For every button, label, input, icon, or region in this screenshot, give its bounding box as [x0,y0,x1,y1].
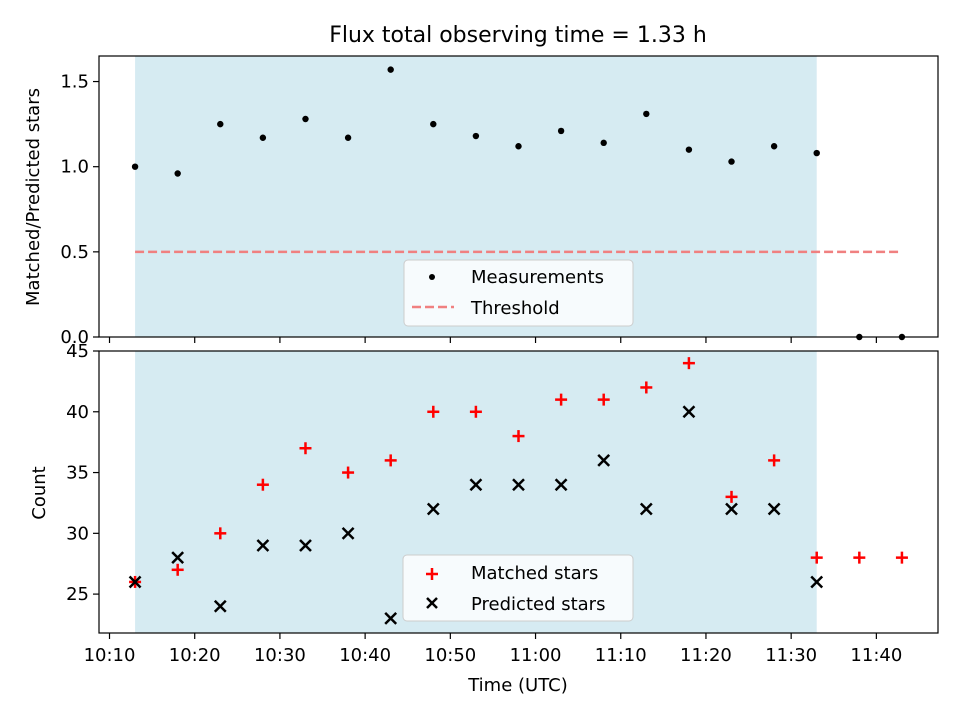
measurement-point [770,143,778,150]
matched-stars-point [682,357,695,370]
count-legend: Matched stars Predicted stars [402,554,634,622]
measurement-point [387,66,394,73]
matched-stars-point [299,442,312,455]
measurement-point [643,110,650,118]
matched-stars-point [171,563,184,576]
x-tick-label: 11:40 [850,645,902,666]
y-tick-label: 30 [66,523,89,544]
matched-legend-marker [426,568,438,580]
matched-stars-point [214,527,227,540]
ratio-legend-box [403,259,634,327]
matched-stars-point [768,454,781,467]
count-legend-entry: Predicted stars [471,594,605,615]
matched-stars-point [725,490,738,503]
x-tick-label: 11:10 [595,645,647,666]
predicted-stars-point [767,502,781,516]
predicted-stars-point [682,405,696,419]
ratio-legend-entry: Threshold [470,298,560,319]
y-tick-label: 0.0 [60,327,89,348]
measurement-point [515,143,522,150]
ratio-legend: Measurements Threshold [403,259,634,327]
predicted-stars-point [384,612,398,625]
count-legend-entry: Matched stars [471,563,598,584]
predicted-stars-point [341,526,355,540]
x-tick-label: 10:40 [339,645,391,666]
matched-stars-point [512,430,525,443]
matched-stars-point [895,551,908,564]
y-tick-label: 40 [66,402,89,423]
y-tick-label: 25 [66,584,89,605]
measurement-point [259,134,267,141]
y-tick-label: 0.5 [60,242,89,263]
measurement-point [728,158,735,165]
matched-stars-point [640,381,653,394]
measurement-point [302,115,309,123]
x-tick-label: 10:50 [424,645,476,666]
predicted-stars-point [213,599,227,613]
measurements-legend-marker [429,274,435,280]
matched-stars-point [597,393,610,406]
y-tick-label: 45 [66,341,89,362]
predicted-stars-point [597,454,611,467]
ratio-plot-frame [98,55,939,338]
matched-stars-point [256,478,269,491]
predicted-stars-point [299,539,312,552]
matched-stars-point [342,466,355,479]
measurement-point [131,163,139,170]
count-panel: 25 30 35 40 45 10:10 10:20 10:30 10:40 10:50 11:0… [29,341,939,696]
ratio-panel: 0.0 0.5 1.0 1.5 Flux total observing time =… [23,23,939,348]
y-tick-label: 1.0 [60,157,89,178]
predicted-stars-point [554,478,568,492]
measurement-point [600,139,607,147]
matched-stars-point [469,405,482,418]
x-tick-label: 10:10 [84,645,136,666]
x-tick-label: 11:00 [510,645,562,666]
measurement-point [813,149,820,157]
predicted-stars-point [426,502,440,516]
measurement-point [557,127,565,135]
matched-stars-point [384,454,397,467]
y-tick-label: 1.5 [60,72,89,93]
matched-stars-point [810,551,823,564]
x-tick-label: 11:30 [765,645,817,666]
matched-stars-point [853,551,866,564]
predicted-stars-point [725,502,738,516]
ratio-legend-entry: Measurements [471,267,604,288]
measurement-point [174,170,181,177]
matched-stars-point [427,405,440,418]
predicted-stars-point [512,478,525,492]
measurement-point [430,120,437,128]
ratio-y-axis-label: Matched/Predicted stars [23,88,44,306]
count-legend-box [402,554,634,622]
predicted-stars-point [256,539,270,552]
predicted-stars-point [810,575,824,589]
predicted-stars-point [128,575,142,589]
chart-title: Flux total observing time = 1.33 h [329,23,707,48]
predicted-legend-marker [426,597,438,609]
measurement-point [472,132,480,140]
x-tick-label: 10:20 [169,645,221,666]
measurement-point [217,120,224,128]
measurement-point [344,134,352,141]
predicted-stars-point [639,502,653,516]
predicted-stars-point [469,478,483,492]
y-tick-label: 35 [66,463,89,484]
x-tick-label: 11:20 [680,645,732,666]
x-tick-label: 10:30 [254,645,306,666]
x-axis-label: Time (UTC) [467,675,568,696]
count-y-axis-label: Count [29,466,50,519]
predicted-stars-point [171,551,185,565]
measurement-point [685,146,693,153]
count-plot-frame [98,350,939,634]
matched-stars-point [555,393,568,406]
